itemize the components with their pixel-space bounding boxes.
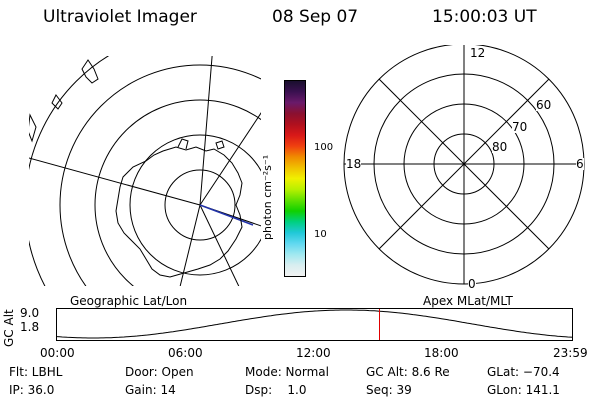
coastline-south-america <box>81 59 99 84</box>
mlt-label-18: 18 <box>346 157 362 171</box>
meridian-line <box>199 56 213 206</box>
meridian-line <box>179 204 201 286</box>
status-mode: Mode: Normal <box>245 365 329 379</box>
status-glat: GLat: −70.4 <box>487 365 560 379</box>
mlat-label-70: 70 <box>512 120 528 134</box>
lat-circle <box>129 134 261 276</box>
colorbar <box>284 80 306 277</box>
mlt-label-6: 6 <box>576 157 584 171</box>
status-filter: Flt: LBHL <box>9 365 63 379</box>
lat-circle <box>94 99 261 286</box>
x-tick-2359: 23:59 <box>553 346 588 360</box>
instrument-title: Ultraviolet Imager <box>43 7 197 27</box>
geographic-title: Geographic Lat/Lon <box>70 294 188 308</box>
mlat-label-60: 60 <box>536 98 552 112</box>
altitude-ytick-bottom: 1.8 <box>20 320 40 334</box>
colorbar-tick-10: 10 <box>314 229 327 240</box>
coastline-antarctica <box>115 146 243 278</box>
colorbar-unit-label: photon cm⁻²s⁻¹ <box>261 154 274 240</box>
status-glon: GLon: 141.1 <box>487 383 560 397</box>
mlt-diagonal <box>378 78 550 250</box>
coastline-island <box>51 94 63 110</box>
mlt-polar-plot <box>343 45 585 285</box>
x-tick-0000: 00:00 <box>40 346 75 360</box>
altitude-ytick-top: 9.0 <box>20 306 40 320</box>
observation-time: 15:00:03 UT <box>432 7 537 27</box>
mlat-label-80: 80 <box>492 140 508 154</box>
geographic-map <box>28 55 262 287</box>
meridian-line <box>199 112 261 206</box>
coastline-peninsula <box>177 138 189 150</box>
lat-circle <box>164 169 236 241</box>
meridian-line <box>29 157 201 206</box>
altitude-curve <box>56 309 574 339</box>
status-gain: Gain: 14 <box>125 383 176 397</box>
x-tick-0600: 06:00 <box>168 346 203 360</box>
x-tick-1200: 12:00 <box>296 346 331 360</box>
lat-circle <box>59 64 261 286</box>
colorbar-tick-100: 100 <box>314 142 334 153</box>
status-dsp: Dsp: 1.0 <box>245 383 307 397</box>
mlt-label-12: 12 <box>470 46 486 60</box>
status-ip: IP: 36.0 <box>9 383 55 397</box>
status-gc-alt: GC Alt: 8.6 Re <box>366 365 450 379</box>
altitude-ylabel: GC Alt <box>2 309 16 347</box>
mlt-label-0: 0 <box>468 277 476 291</box>
observation-date: 08 Sep 07 <box>272 7 359 27</box>
meridian-line <box>199 204 240 286</box>
x-tick-1800: 18:00 <box>424 346 459 360</box>
apex-title: Apex MLat/MLT <box>423 294 513 308</box>
status-door: Door: Open <box>125 365 194 379</box>
sun-direction-line <box>199 204 254 226</box>
altitude-plot <box>56 308 574 341</box>
status-seq: Seq: 39 <box>366 383 412 397</box>
coastline-island <box>29 113 37 143</box>
coastline-island <box>215 140 225 150</box>
altitude-plot-frame <box>56 308 573 341</box>
